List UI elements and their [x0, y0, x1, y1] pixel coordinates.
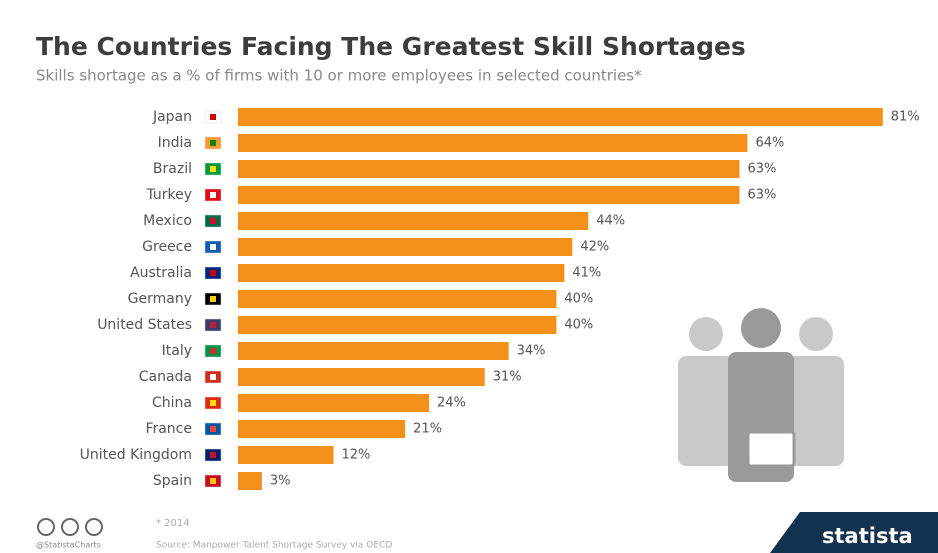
- cc-icon: [85, 518, 103, 536]
- brand: statista: [822, 524, 913, 548]
- bar: [238, 394, 430, 412]
- flag: [210, 478, 216, 484]
- icon-body: [678, 356, 734, 466]
- category-label: Turkey: [145, 187, 192, 203]
- value-label: 31%: [493, 370, 522, 385]
- category-label: India: [158, 135, 192, 151]
- bar: [238, 446, 334, 464]
- category-label: Spain: [153, 473, 192, 489]
- icon-head: [741, 308, 781, 348]
- value-label: 21%: [413, 422, 442, 437]
- flag: [210, 166, 216, 172]
- icon-body: [788, 356, 844, 466]
- bar: [238, 342, 509, 360]
- bar: [238, 368, 485, 386]
- category-label: France: [145, 421, 192, 437]
- value-label: 40%: [564, 292, 593, 307]
- value-label: 81%: [891, 110, 920, 125]
- value-label: 3%: [270, 474, 291, 489]
- value-label: 44%: [596, 214, 625, 229]
- category-label: United States: [97, 317, 192, 333]
- value-label: 34%: [517, 344, 546, 359]
- category-label: Australia: [130, 265, 192, 281]
- category-label: Canada: [139, 369, 192, 385]
- cc-icon: [61, 518, 79, 536]
- brand-banner: [770, 512, 938, 553]
- flag: [210, 374, 216, 380]
- bar: [238, 134, 748, 152]
- bar: [238, 212, 589, 230]
- credit: @StatistaCharts: [36, 541, 101, 550]
- value-label: 42%: [580, 240, 609, 255]
- category-label: Germany: [128, 291, 192, 307]
- flag: [210, 296, 216, 302]
- category-label: Brazil: [153, 161, 192, 177]
- flag: [210, 114, 216, 120]
- category-label: Greece: [142, 239, 192, 255]
- value-label: 24%: [437, 396, 466, 411]
- icon-head: [689, 317, 723, 351]
- chart-subtitle: Skills shortage as a % of firms with 10 …: [36, 67, 642, 85]
- bar: [238, 238, 573, 256]
- footnote: * 2014: [156, 518, 190, 529]
- flag: [210, 348, 216, 354]
- category-label: Italy: [162, 343, 192, 359]
- bar: [238, 316, 557, 334]
- flag: [210, 452, 216, 458]
- flag: [210, 192, 216, 198]
- cc-icon: [37, 518, 55, 536]
- bar: [238, 472, 262, 490]
- value-label: 63%: [747, 188, 776, 203]
- category-label: United Kingdom: [80, 447, 192, 463]
- icon-briefcase: [746, 430, 796, 468]
- flag: [210, 400, 216, 406]
- bar: [238, 420, 406, 438]
- value-label: 40%: [564, 318, 593, 333]
- value-label: 12%: [342, 448, 371, 463]
- flag: [210, 218, 216, 224]
- flag: [210, 270, 216, 276]
- people-icon: [678, 308, 844, 482]
- chart-title: The Countries Facing The Greatest Skill …: [36, 32, 746, 61]
- flag: [210, 244, 216, 250]
- flag: [210, 322, 216, 328]
- bar: [238, 290, 557, 308]
- cc-icons: [37, 518, 103, 536]
- source: Source: Manpower Talent Shortage Survey …: [156, 541, 392, 551]
- value-label: 41%: [572, 266, 601, 281]
- flag: [210, 426, 216, 432]
- value-label: 63%: [747, 162, 776, 177]
- flag: [210, 140, 216, 146]
- bar: [238, 264, 565, 282]
- bar: [238, 160, 740, 178]
- value-label: 64%: [755, 136, 784, 151]
- category-label: China: [152, 395, 192, 411]
- category-label: Japan: [152, 109, 192, 125]
- category-label: Mexico: [143, 213, 192, 229]
- bar: [238, 108, 883, 126]
- icon-head: [799, 317, 833, 351]
- bar: [238, 186, 740, 204]
